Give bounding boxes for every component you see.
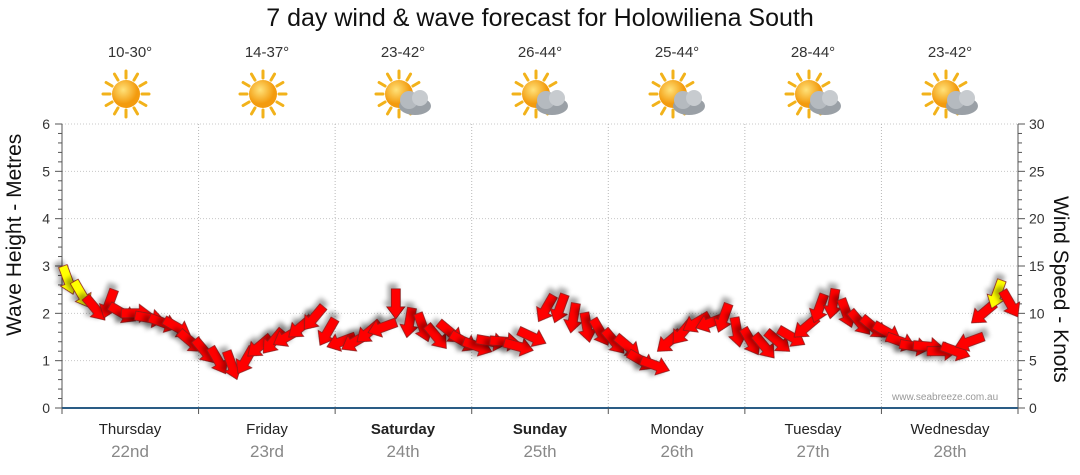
day-name: Friday (246, 421, 288, 438)
day-temp-range: 28-44° (790, 44, 836, 61)
wind-arrow (639, 355, 671, 376)
partly-cloudy-icon (647, 68, 707, 120)
day-date: 27th (796, 442, 830, 461)
sun-icon (100, 68, 160, 120)
y-tick-label: 1 (42, 353, 50, 369)
partly-cloudy-icon (510, 68, 570, 120)
wind-arrow (502, 337, 534, 357)
wind-arrow (536, 292, 558, 323)
wind-arrow (954, 331, 986, 352)
y-axis-label-wave: Wave Height - Metres (3, 133, 26, 336)
wind-arrow (303, 303, 328, 331)
wind-arrow (998, 288, 1021, 318)
wind-arrow (809, 292, 829, 324)
day-name: Thursday (98, 421, 162, 438)
wind-arrow (563, 302, 583, 334)
y2-tick-label: 30 (1029, 116, 1045, 132)
day-date: 24th (386, 442, 420, 461)
day-name: Saturday (370, 421, 436, 438)
y2-tick-label: 20 (1029, 211, 1045, 227)
y2-tick-label: 5 (1029, 353, 1037, 369)
wind-arrow (385, 288, 406, 320)
day-name: Tuesday (784, 421, 842, 438)
y-tick-label: 5 (42, 163, 50, 179)
y2-tick-label: 25 (1029, 163, 1045, 179)
day-date: 26th (660, 442, 694, 461)
day-name: Monday (650, 421, 704, 438)
chart-title: 7 day wind & wave forecast for Holowilie… (266, 4, 814, 32)
y-axis-label-wind: Wind Speed - Knots (1049, 196, 1072, 383)
sun-icon (237, 68, 297, 120)
partly-cloudy-icon (920, 68, 980, 120)
day-date: 22nd (111, 442, 149, 461)
day-temp-range: 14-37° (244, 44, 290, 61)
partly-cloudy-icon (783, 68, 843, 120)
day-temp-range: 10-30° (107, 44, 153, 61)
wind-arrow (516, 326, 547, 347)
y-tick-label: 4 (42, 211, 50, 227)
day-date: 25th (523, 442, 557, 461)
day-date: 28th (933, 442, 967, 461)
partly-cloudy-icon (373, 68, 433, 120)
y2-tick-label: 10 (1029, 305, 1045, 321)
wind-arrow (713, 301, 734, 333)
y-tick-label: 0 (42, 400, 50, 416)
day-temp-range: 23-42° (380, 44, 426, 61)
day-name: Wednesday (910, 421, 990, 438)
day-temp-range: 25-44° (654, 44, 700, 61)
y2-tick-label: 15 (1029, 258, 1045, 274)
wind-arrow (367, 317, 399, 338)
watermark-text: www.seabreeze.com.au (892, 392, 999, 403)
day-temp-range: 26-44° (517, 44, 563, 61)
day-date: 23rd (249, 442, 285, 461)
y2-tick-label: 0 (1029, 400, 1037, 416)
day-name: Sunday (512, 421, 568, 438)
day-temp-range: 23-42° (927, 44, 973, 61)
y-tick-label: 2 (42, 305, 50, 321)
y-tick-label: 3 (42, 258, 50, 274)
wind-arrow (549, 292, 570, 324)
y-tick-label: 6 (42, 116, 50, 132)
